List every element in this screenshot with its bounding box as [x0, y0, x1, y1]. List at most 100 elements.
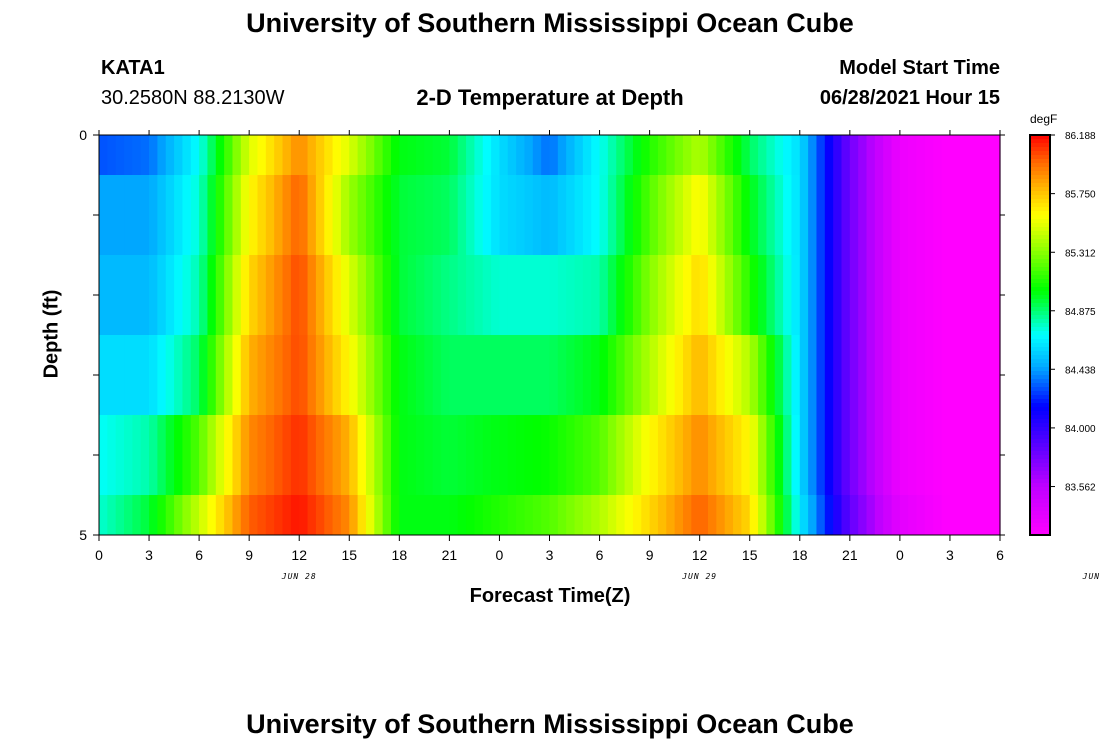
heatmap-cell — [607, 415, 617, 495]
colorbar-swatch — [1030, 403, 1050, 408]
heatmap-cell — [724, 255, 734, 335]
heatmap-cell — [282, 135, 292, 175]
heatmap-cell — [741, 495, 751, 535]
colorbar-swatch — [1030, 375, 1050, 380]
heatmap-cell — [983, 415, 993, 495]
heatmap-cell — [115, 335, 125, 415]
heatmap-cell — [274, 335, 284, 415]
heatmap-cell — [599, 175, 609, 255]
heatmap-cell — [607, 495, 617, 535]
heatmap-cell — [382, 255, 392, 335]
heatmap-cell — [124, 255, 133, 335]
heatmap-cell — [165, 335, 175, 415]
heatmap-cell — [899, 335, 909, 415]
heatmap-cell — [324, 415, 334, 495]
heatmap-cell — [232, 255, 242, 335]
colorbar-swatch — [1030, 219, 1050, 224]
heatmap-cell — [758, 495, 767, 535]
colorbar-swatch — [1030, 311, 1050, 316]
heatmap-cell — [165, 495, 175, 535]
heatmap-cell — [149, 495, 158, 535]
heatmap-cell — [816, 135, 826, 175]
colorbar-swatch — [1030, 443, 1050, 448]
heatmap-cell — [883, 135, 893, 175]
heatmap-cell — [808, 335, 818, 415]
heatmap-cell — [616, 255, 626, 335]
colorbar-swatch — [1030, 463, 1050, 468]
heatmap-cell — [791, 135, 801, 175]
heatmap-cell — [549, 415, 559, 495]
heatmap-cell — [632, 135, 642, 175]
heatmap-cell — [157, 335, 167, 415]
heatmap-cell — [557, 135, 567, 175]
heatmap-cell — [124, 495, 133, 535]
heatmap-cell — [883, 495, 893, 535]
heatmap-cell — [708, 335, 717, 415]
heatmap-cell — [924, 495, 934, 535]
x-tick-label: 18 — [392, 547, 408, 563]
heatmap-cell — [532, 335, 542, 415]
heatmap-cell — [949, 415, 959, 495]
heatmap-cell — [466, 495, 476, 535]
heatmap-cell — [883, 175, 893, 255]
heatmap-cell — [574, 255, 584, 335]
heatmap-cell — [449, 255, 459, 335]
colorbar-tick-label: 85.750 — [1065, 190, 1096, 201]
heatmap-cell — [399, 495, 409, 535]
heatmap-cell — [374, 415, 384, 495]
heatmap-cell — [407, 335, 417, 415]
heatmap-cell — [516, 495, 526, 535]
heatmap-cell — [849, 135, 859, 175]
heatmap-cell — [365, 175, 375, 255]
heatmap-cell — [299, 495, 309, 535]
heatmap-cell — [641, 255, 651, 335]
heatmap-cell — [365, 415, 375, 495]
heatmap-cell — [491, 255, 501, 335]
colorbar-swatch — [1030, 439, 1050, 444]
heatmap-cell — [666, 415, 676, 495]
heatmap-cell — [666, 255, 676, 335]
heatmap-cell — [140, 255, 150, 335]
heatmap-cell — [949, 255, 959, 335]
colorbar-swatch — [1030, 495, 1050, 500]
heatmap-cell — [974, 255, 984, 335]
heatmap-cell — [791, 175, 801, 255]
heatmap-cell — [974, 335, 984, 415]
heatmap-cell — [974, 415, 984, 495]
heatmap-cell — [124, 415, 133, 495]
heatmap-cell — [549, 135, 559, 175]
colorbar-swatch — [1030, 287, 1050, 292]
heatmap-cell — [99, 255, 108, 335]
heatmap-cell — [332, 255, 342, 335]
heatmap-cell — [432, 335, 442, 415]
heatmap-cell — [841, 495, 851, 535]
heatmap-cell — [416, 255, 425, 335]
heatmap-cell — [457, 135, 467, 175]
heatmap-cell — [666, 495, 676, 535]
heatmap-cell — [407, 495, 417, 535]
heatmap-cell — [199, 175, 209, 255]
heatmap-cell — [149, 255, 158, 335]
heatmap-cell — [424, 175, 434, 255]
heatmap-cell — [591, 135, 601, 175]
heatmap-cell — [582, 255, 592, 335]
heatmap-cell — [374, 255, 384, 335]
heatmap-cell — [416, 175, 425, 255]
heatmap-cell — [249, 175, 259, 255]
heatmap-cell — [733, 495, 742, 535]
heatmap-cell — [524, 415, 534, 495]
colorbar-swatch — [1030, 511, 1050, 516]
heatmap-cell — [858, 495, 868, 535]
colorbar-swatch — [1030, 343, 1050, 348]
heatmap-cell — [190, 495, 200, 535]
heatmap-cell — [649, 415, 659, 495]
heatmap-cell — [891, 415, 901, 495]
colorbar-swatch — [1030, 371, 1050, 376]
heatmap-cell — [499, 255, 509, 335]
heatmap-cell — [733, 175, 742, 255]
heatmap-cell — [491, 415, 501, 495]
heatmap-cell — [240, 135, 250, 175]
heatmap-cell — [741, 415, 751, 495]
heatmap-cell — [149, 135, 158, 175]
heatmap-cell — [849, 415, 859, 495]
